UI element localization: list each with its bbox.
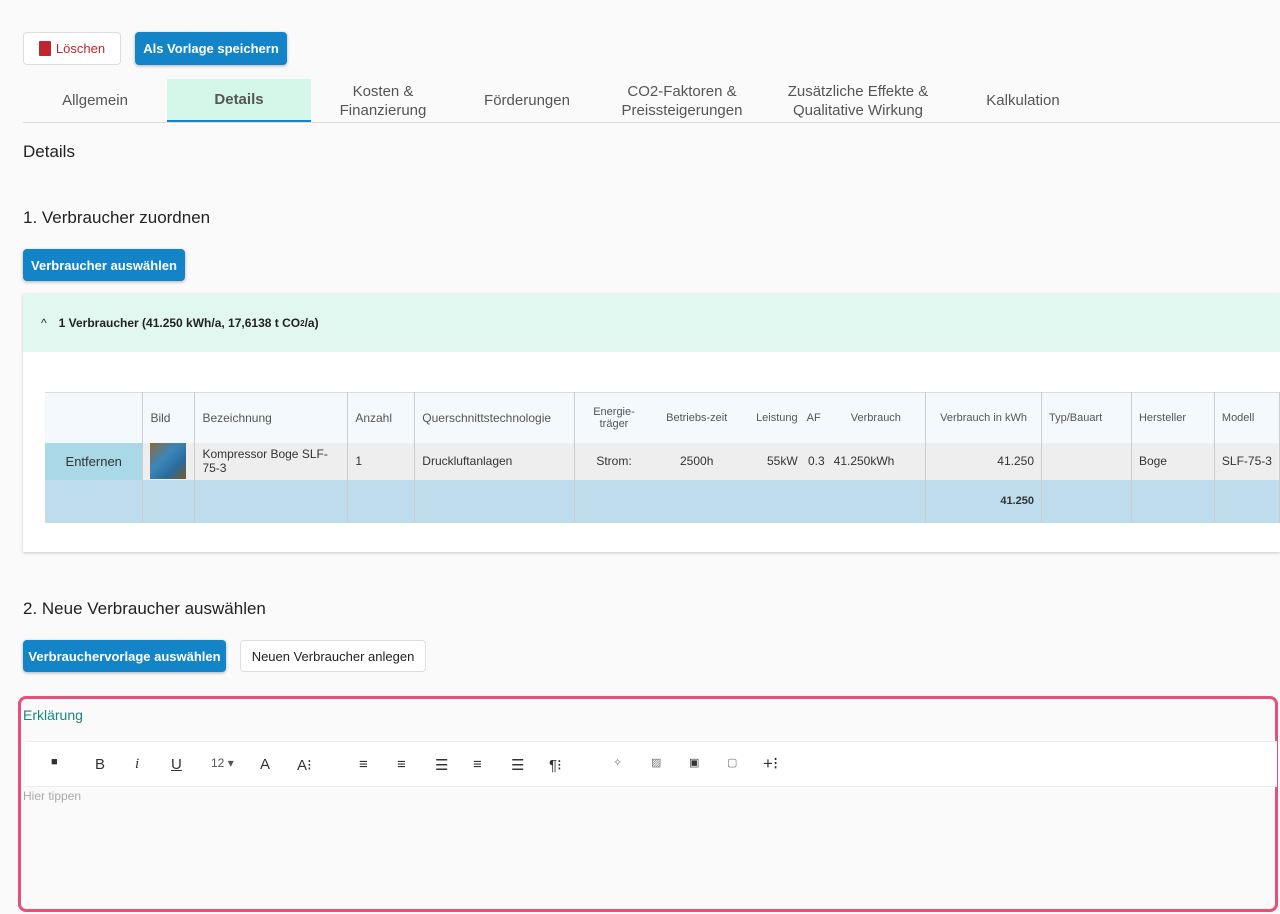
media-icon[interactable]: ▢ <box>727 757 738 769</box>
page-title: Details <box>23 142 75 161</box>
ordered-list-icon[interactable]: ☰ <box>435 757 449 774</box>
font-size-select[interactable]: 12 ▾ <box>211 756 234 770</box>
text-style-icon[interactable]: A⁝ <box>297 757 312 774</box>
tab-bar: Allgemein Details Kosten & Finanzierung … <box>23 79 1280 123</box>
tab-effekte[interactable]: Zusätzliche Effekte & Qualitative Wirkun… <box>787 82 929 119</box>
pattern-icon[interactable]: ▨ <box>651 757 662 769</box>
align-right-icon[interactable]: ≡ <box>473 756 482 773</box>
tab-co2[interactable]: CO2-Faktoren & Preissteigerungen <box>621 82 743 119</box>
editor-label: Erklärung <box>23 707 83 723</box>
tab-foerderungen[interactable]: Förderungen <box>484 92 570 109</box>
chevron-up-icon: ^ <box>41 316 47 330</box>
table-total-row: 41.250 <box>45 479 1280 523</box>
font-color-icon[interactable]: A <box>260 756 271 773</box>
tab-allgemein[interactable]: Allgemein <box>62 92 128 109</box>
consumer-table: Bild Bezeichnung Anzahl Querschnittstech… <box>45 392 1280 523</box>
clear-format-icon[interactable]: ✧ <box>613 757 623 769</box>
bold-icon[interactable]: B <box>95 756 106 773</box>
trash-icon <box>38 41 51 56</box>
tab-details[interactable]: Details <box>167 79 311 122</box>
align-left-icon[interactable]: ≡ <box>359 756 368 773</box>
section1-title: 1. Verbraucher zuordnen <box>23 208 211 227</box>
total-consumption: 41.250 <box>925 479 1042 523</box>
explanation-editor: Erklärung ■ B i U 12 ▾ A A⁝ ≡ ≡ ☰ ≡ ☰ ¶⁝… <box>18 696 1278 912</box>
section2-title: 2. Neue Verbraucher auswählen <box>23 599 266 618</box>
insert-more-icon[interactable]: +⁝ <box>763 754 779 773</box>
image-icon[interactable]: ▣ <box>689 757 700 769</box>
tab-kalkulation[interactable]: Kalkulation <box>986 92 1060 109</box>
save-icon[interactable]: ■ <box>51 756 58 768</box>
underline-icon[interactable]: U <box>171 756 182 773</box>
select-template-button[interactable]: Verbrauchervorlage auswählen <box>23 640 226 672</box>
editor-toolbar: ■ B i U 12 ▾ A A⁝ ≡ ≡ ☰ ≡ ☰ ¶⁝ ✧ ▨ ▣ ▢ +… <box>25 741 1277 787</box>
consumer-summary-header[interactable]: ^ 1 Verbraucher (41.250 kWh/a, 17,6138 t … <box>23 294 1280 352</box>
editor-input[interactable]: Hier tippen <box>23 789 82 803</box>
save-as-template-button[interactable]: Als Vorlage speichern <box>135 32 287 65</box>
consumer-panel: ^ 1 Verbraucher (41.250 kWh/a, 17,6138 t … <box>23 294 1280 552</box>
tab-kosten[interactable]: Kosten & Finanzierung <box>339 82 427 119</box>
italic-icon[interactable]: i <box>135 756 140 772</box>
align-center-icon[interactable]: ≡ <box>397 756 406 773</box>
select-consumer-button[interactable]: Verbraucher auswählen <box>23 249 185 281</box>
delete-button[interactable]: Löschen <box>23 32 121 65</box>
justify-icon[interactable]: ☰ <box>511 757 525 774</box>
table-row: Entfernen Kompressor Boge SLF-75-3 1 Dru… <box>45 442 1280 480</box>
consumer-image <box>142 442 196 480</box>
paragraph-icon[interactable]: ¶⁝ <box>549 757 562 774</box>
table-header: Bild Bezeichnung Anzahl Querschnittstech… <box>45 392 1280 443</box>
new-consumer-button[interactable]: Neuen Verbraucher anlegen <box>240 640 426 672</box>
remove-button[interactable]: Entfernen <box>45 442 144 480</box>
